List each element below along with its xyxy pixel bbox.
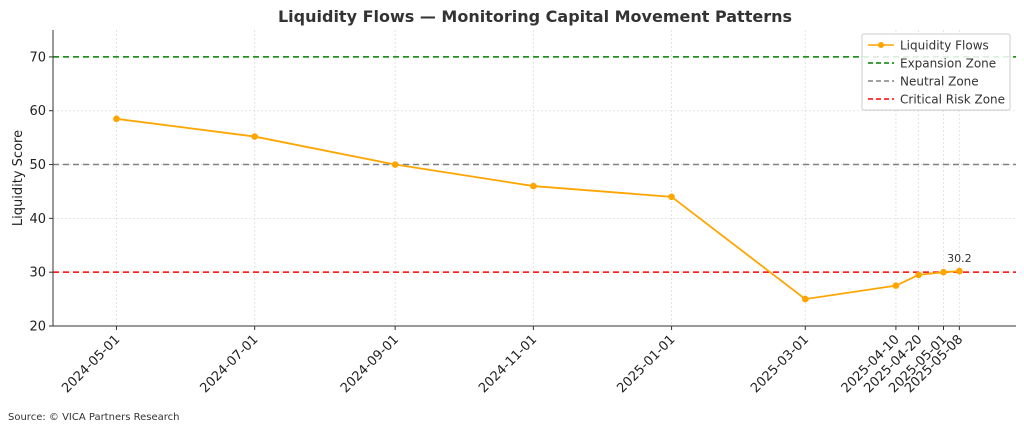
data-point <box>956 267 963 275</box>
axes <box>52 30 1016 327</box>
legend: Liquidity Flows Expansion Zone Neutral Zon… <box>861 33 1011 111</box>
legend-label: Critical Risk Zone <box>900 92 1005 106</box>
annotations: 30.2 <box>947 252 972 265</box>
data-point <box>251 133 258 140</box>
data-point <box>530 182 537 190</box>
x-tick-label: 2024-09-01 <box>338 332 402 396</box>
legend-box <box>861 33 1011 111</box>
x-tick-label: 2025-03-01 <box>748 332 812 396</box>
data-point <box>668 193 675 201</box>
y-tick-label: 20 <box>29 320 46 335</box>
y-tick-label: 60 <box>29 104 46 119</box>
data-point <box>801 295 809 303</box>
reference-lines <box>53 56 1016 273</box>
x-ticks: 2024-05-01 2024-07-01 2024-09-01 2024-11-01… <box>59 326 966 396</box>
chart-title: Liquidity Flows — Monitoring Capital Mov… <box>278 7 792 26</box>
x-tick-label: 2025-01-01 <box>614 332 678 396</box>
legend-label: Liquidity Flows <box>900 38 989 52</box>
series-liquidity-flows <box>113 115 963 303</box>
legend-label: Expansion Zone <box>900 56 996 70</box>
data-label: 30.2 <box>947 252 972 265</box>
data-point <box>940 268 947 276</box>
x-tick-label: 2024-11-01 <box>476 332 540 396</box>
data-point <box>915 271 922 279</box>
data-point <box>892 282 900 289</box>
y-ticks: 20 30 40 50 60 70 <box>29 50 53 335</box>
y-tick-label: 30 <box>29 266 46 281</box>
legend-marker <box>878 42 884 48</box>
data-point <box>391 161 399 168</box>
legend-label: Neutral Zone <box>900 74 979 88</box>
y-axis-label: Liquidity Score <box>11 130 26 226</box>
x-tick-label: 2024-07-01 <box>197 332 261 396</box>
series-line <box>116 117 960 301</box>
x-tick-label: 2024-05-01 <box>59 332 123 396</box>
data-point <box>113 115 120 123</box>
y-tick-label: 70 <box>29 50 46 65</box>
y-tick-label: 50 <box>29 158 46 173</box>
y-tick-label: 40 <box>29 212 46 227</box>
source-note: Source: © VICA Partners Research <box>8 412 180 423</box>
